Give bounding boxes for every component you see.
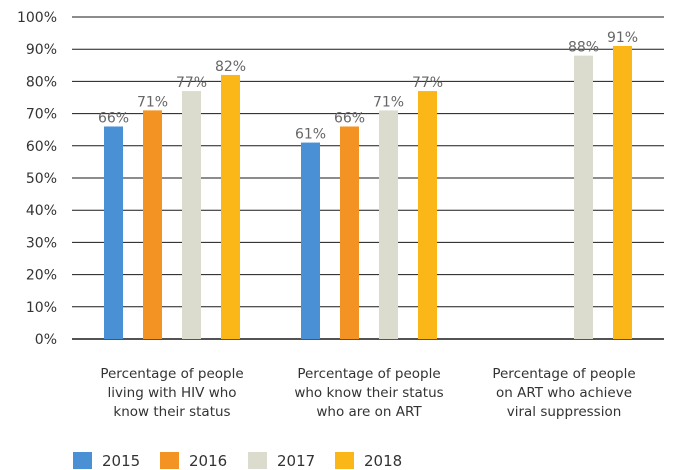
bar-2016-category-1 [143,110,162,339]
bar-2018-category-3 [613,45,632,339]
bars [104,45,632,340]
category-labels: Percentage of people living with HIV who k… [100,366,635,420]
legend: 2015 2016 2017 2018 [73,452,402,470]
legend-swatch [73,452,92,469]
data-label: 82% [215,59,246,75]
data-label: 66% [334,110,365,126]
legend-label: 2018 [364,452,402,470]
bar-2017-category-3 [574,55,593,339]
y-axis-ticks: 0% 10% 20% 30% 40% 50% 60% 70% 80% 90% 100% [17,10,57,348]
y-tick-label: 20% [26,268,57,284]
bar-2015-category-1 [104,126,123,339]
y-tick-label: 40% [26,203,57,219]
data-label: 66% [98,110,129,126]
category-label: on ART who achieve [496,385,632,401]
bar-2016-category-2 [340,126,359,339]
legend-item-2016: 2016 [160,452,227,470]
legend-item-2015: 2015 [73,452,140,470]
y-tick-label: 10% [26,300,57,316]
y-tick-label: 60% [26,139,57,155]
category-label: who are on ART [316,404,422,420]
y-tick-label: 90% [26,42,57,58]
legend-label: 2017 [277,452,315,470]
legend-swatch [335,452,354,469]
data-labels: 66% 61% 71% 66% 77% 71% 88% 82% 77% 91% [98,30,638,143]
data-label: 77% [176,75,207,91]
data-label: 77% [412,75,443,91]
data-label: 88% [568,40,599,56]
category-label: living with HIV who [107,385,236,401]
y-tick-label: 80% [26,74,57,90]
legend-label: 2015 [102,452,140,470]
y-tick-label: 50% [26,171,57,187]
data-label: 91% [607,30,638,46]
y-tick-label: 30% [26,235,57,251]
category-label: know their status [113,404,230,420]
data-label: 71% [373,94,404,110]
bar-2015-category-2 [301,142,320,339]
bar-2017-category-1 [182,91,201,339]
y-tick-label: 0% [35,332,57,348]
data-label: 71% [137,94,168,110]
category-label: Percentage of people [100,366,243,382]
data-label: 61% [295,127,326,143]
legend-item-2018: 2018 [335,452,402,470]
category-label: who know their status [294,385,443,401]
bar-2018-category-2 [418,91,437,339]
legend-item-2017: 2017 [248,452,315,470]
y-tick-label: 100% [17,10,57,26]
category-label: Percentage of people [492,366,635,382]
bar-2018-category-1 [221,74,240,340]
category-label: viral suppression [507,404,622,420]
bar-2017-category-2 [379,110,398,339]
legend-label: 2016 [189,452,227,470]
legend-swatch [160,452,179,469]
gridlines [72,16,664,340]
y-tick-label: 70% [26,107,57,123]
category-label: Percentage of people [297,366,440,382]
legend-swatch [248,452,267,469]
